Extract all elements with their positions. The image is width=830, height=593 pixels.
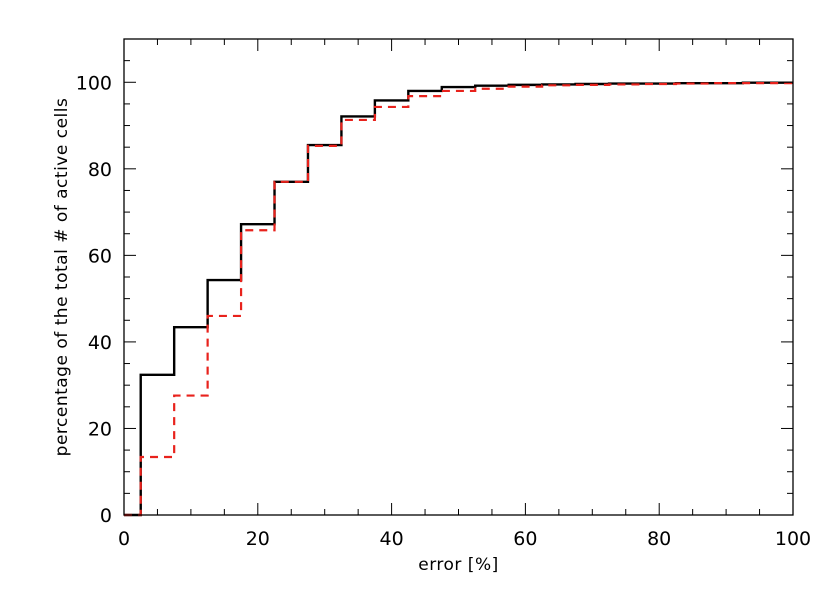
y-tick-label: 20 <box>88 418 112 440</box>
x-tick-label: 40 <box>380 528 404 550</box>
plot-frame <box>123 38 794 516</box>
series-line-1 <box>124 81 793 517</box>
x-tick-label: 100 <box>775 528 811 550</box>
x-tick-label: 80 <box>647 528 671 550</box>
y-tick-label: 40 <box>88 332 112 354</box>
y-tick-label: 80 <box>88 159 112 181</box>
series-layer <box>124 81 793 517</box>
ticks-layer <box>123 38 794 516</box>
x-tick-label: 20 <box>246 528 270 550</box>
y-tick-label: 100 <box>76 72 112 94</box>
x-tick-label: 0 <box>118 528 130 550</box>
y-axis-label: percentage of the total # of active cell… <box>52 98 72 457</box>
y-tick-label: 0 <box>100 505 112 527</box>
labels-layer: 0 20 40 60 80 100 0 20 40 60 80 100 <box>76 72 811 550</box>
x-tick-label: 60 <box>513 528 537 550</box>
series-line-2 <box>124 82 793 517</box>
x-axis-label: error [%] <box>418 555 498 575</box>
y-tick-label: 60 <box>88 245 112 267</box>
